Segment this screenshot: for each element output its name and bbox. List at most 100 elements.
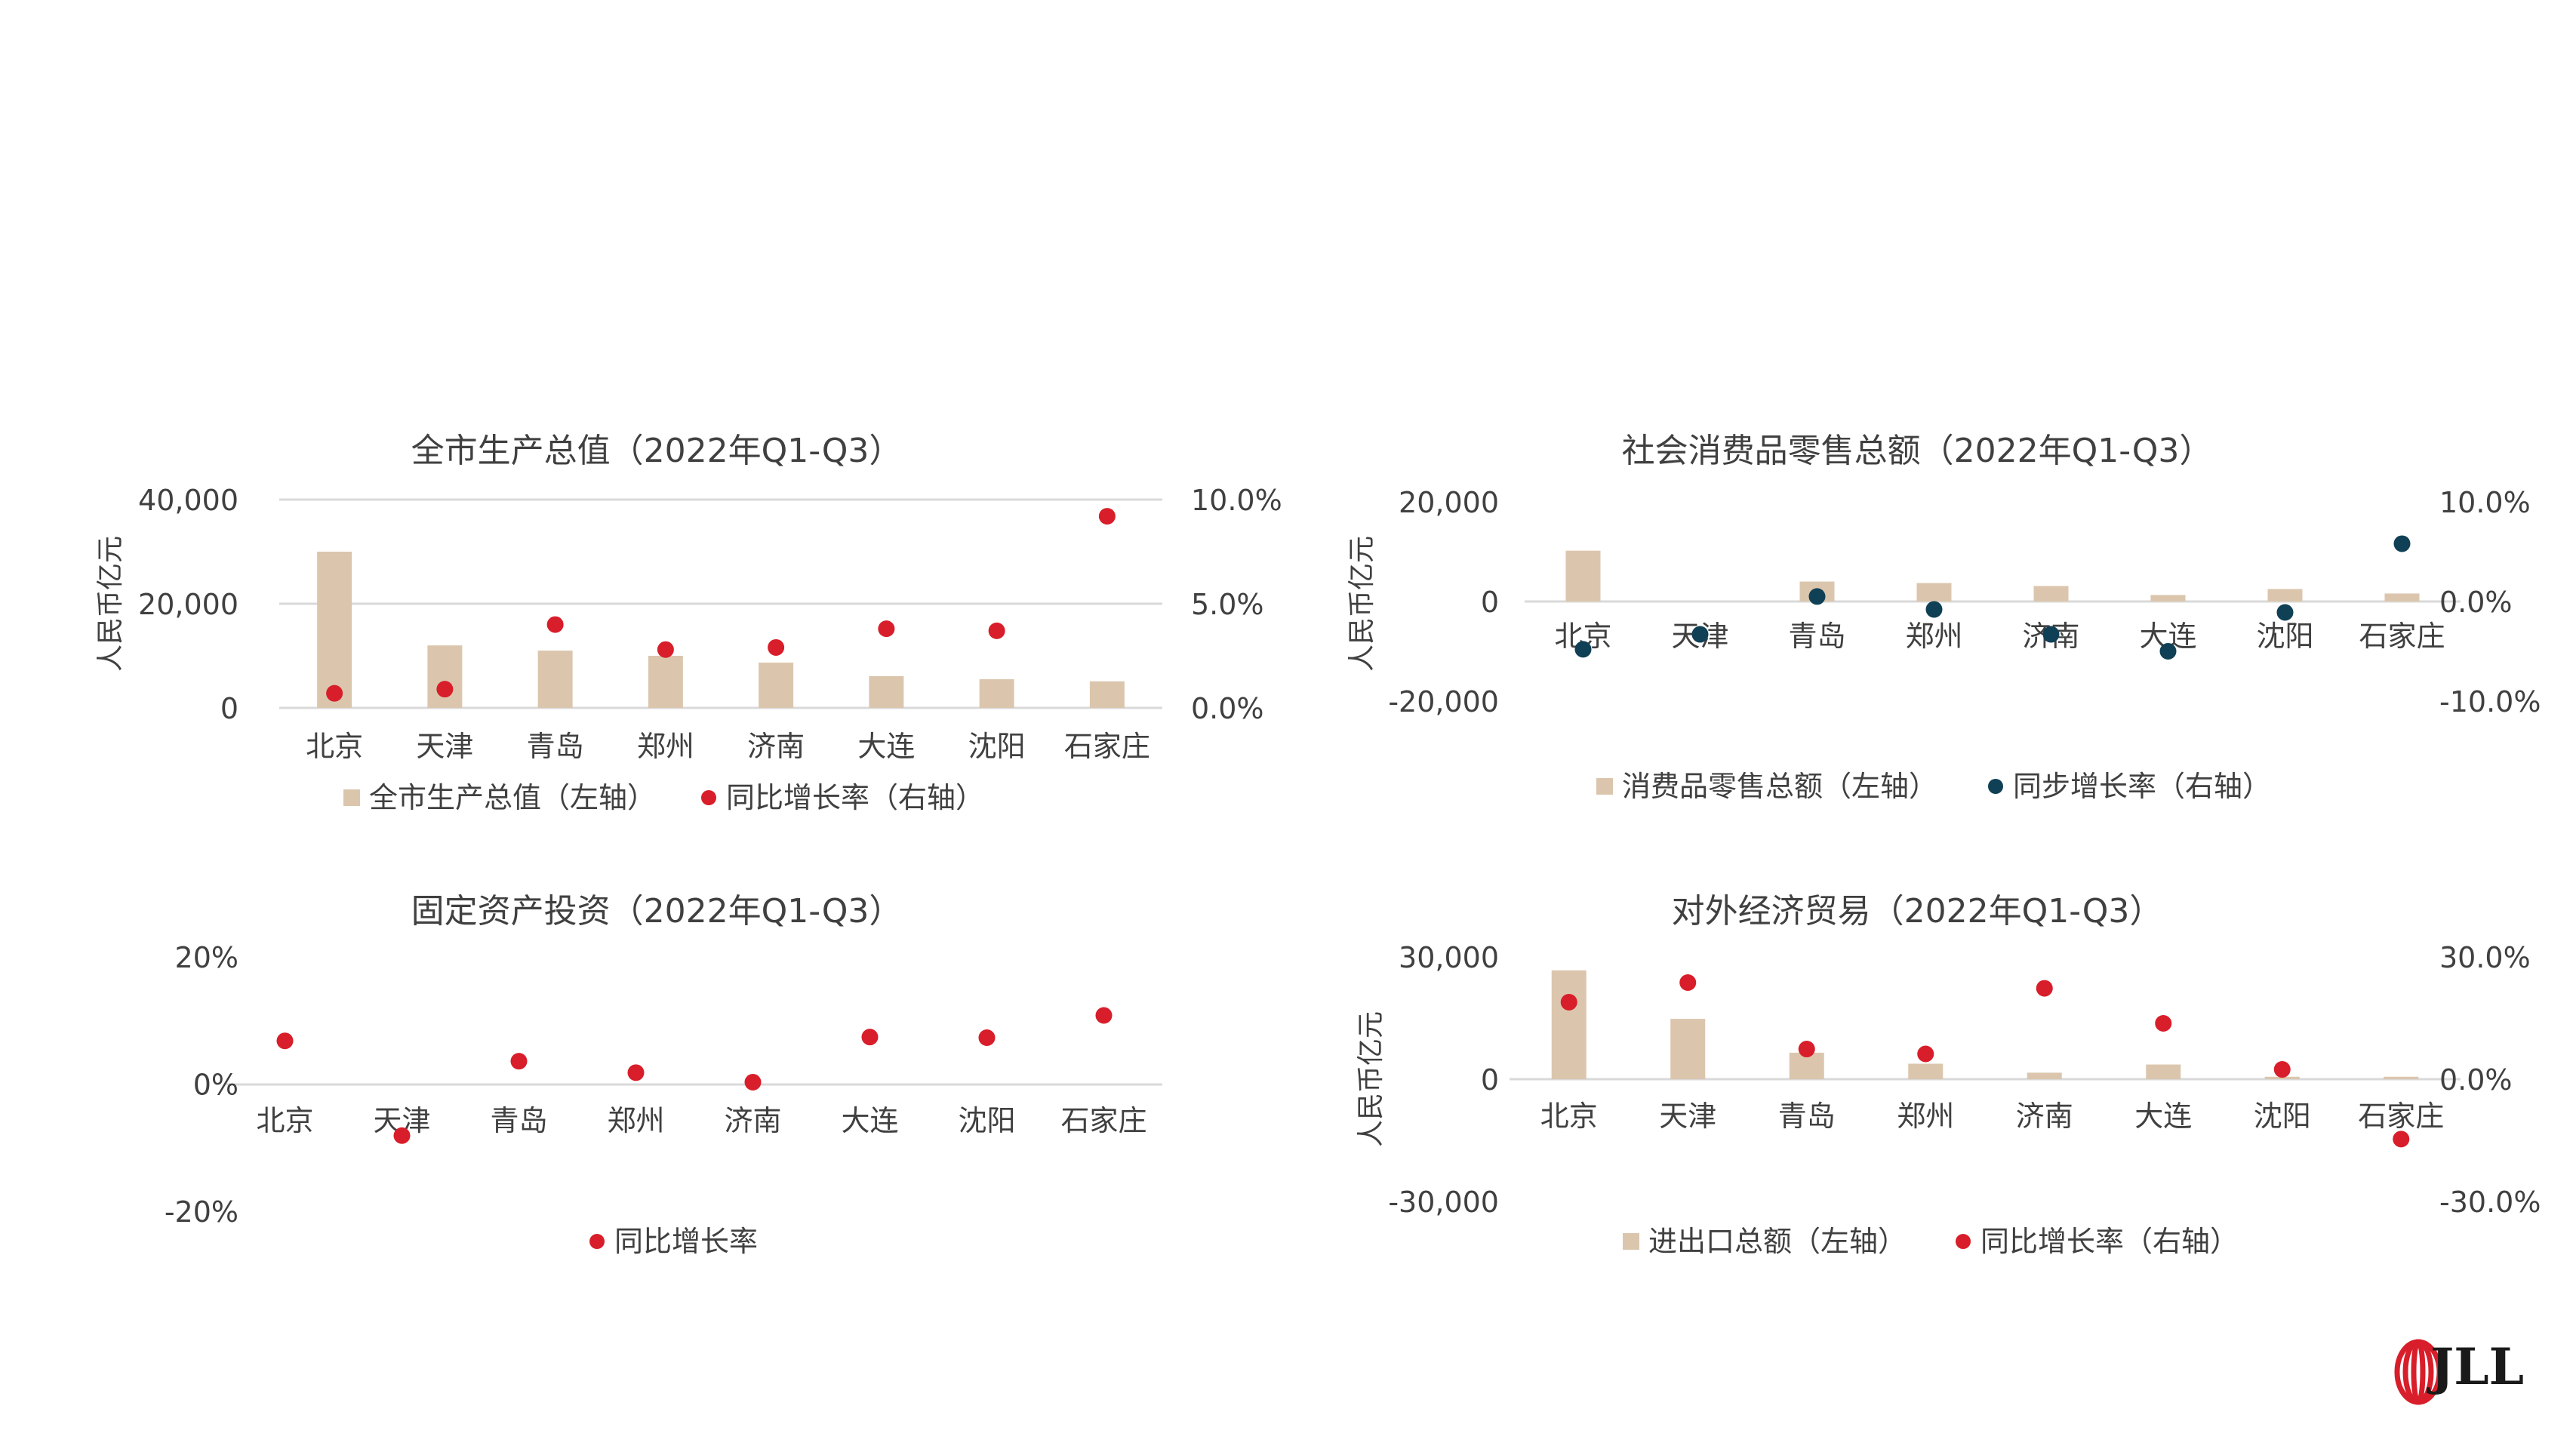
category-label: 天津 [1659, 1100, 1716, 1133]
bar-大连 [869, 675, 904, 708]
point-大连 [2159, 643, 2177, 660]
bar-天津 [1670, 1019, 1706, 1079]
y-axis-title: 人民币亿元 [95, 536, 126, 672]
y-tick-label: 30,000 [1399, 941, 1499, 974]
bar-大连 [2146, 1064, 2181, 1079]
y2-tick-label: 10.0% [2439, 486, 2531, 519]
category-label: 沈阳 [958, 1104, 1015, 1137]
point-天津 [436, 681, 454, 698]
category-label: 沈阳 [2254, 1100, 2311, 1133]
chart-fai: 固定资产投资（2022年Q1-Q3）-20%0%20%北京 天津 青岛 郑州 济南 大连沈… [165, 892, 1162, 1258]
legend-label: 全市生产总值（左轴） [369, 781, 656, 814]
point-郑州 [657, 641, 674, 658]
point-沈阳 [988, 622, 1005, 639]
point-石家庄 [1095, 1007, 1113, 1024]
point-天津 [393, 1127, 411, 1144]
chart-trade: 对外经济贸易（2022年Q1-Q3） -30,000 0 30,000 -30.0% 0.… [1356, 892, 2541, 1258]
y-tick-label: -20% [165, 1195, 239, 1229]
jll-logo-text: JLL [2430, 1337, 2525, 1396]
category-label: 青岛 [1788, 620, 1845, 653]
point-沈阳 [978, 1029, 996, 1046]
category-label: 郑州 [1905, 620, 1962, 653]
category-label: 沈阳 [968, 730, 1026, 763]
y2-tick-label: 30.0% [2439, 941, 2531, 974]
bar-北京 [317, 552, 352, 708]
point-北京 [276, 1032, 294, 1050]
category-label: 青岛 [490, 1104, 547, 1137]
point-青岛 [546, 616, 564, 633]
point-北京 [1574, 641, 1592, 658]
category-label: 沈阳 [2256, 620, 2313, 653]
chart-title: 对外经济贸易（2022年Q1-Q3） [1672, 892, 2163, 931]
legend-swatch [1596, 778, 1613, 795]
legend-label: 进出口总额（左轴） [1648, 1225, 1907, 1258]
chart-title: 社会消费品零售总额（2022年Q1-Q3） [1622, 432, 2213, 470]
bar-石家庄 [2384, 593, 2420, 601]
category-label: 石家庄 [1064, 730, 1150, 763]
point-天津 [1691, 626, 1709, 643]
category-label: 石家庄 [2359, 620, 2445, 653]
legend-swatch [589, 1234, 605, 1249]
category-label: 大连 [841, 1104, 898, 1137]
legend-label: 同比增长率（右轴） [726, 781, 984, 814]
category-label: 青岛 [527, 730, 584, 763]
legend-label: 消费品零售总额（左轴） [1622, 770, 1937, 803]
y2-tick-label: 0.0% [1191, 692, 1264, 725]
bar-沈阳 [2267, 589, 2303, 601]
point-石家庄 [1098, 508, 1116, 525]
bar-郑州 [1908, 1063, 1944, 1079]
category-label: 大连 [857, 730, 915, 763]
bar-天津 [427, 645, 463, 708]
legend-swatch [701, 790, 716, 805]
bar-石家庄 [1089, 681, 1125, 708]
y-tick-label: 0 [1481, 1063, 1499, 1097]
category-label: 北京 [306, 730, 363, 763]
category-label: 青岛 [1778, 1100, 1836, 1133]
y-tick-label: 0 [1481, 586, 1499, 619]
y2-tick-label: 10.0% [1191, 484, 1282, 517]
legend-label: 同比增长率 [614, 1225, 758, 1258]
point-郑州 [627, 1064, 645, 1081]
category-label: 北京 [1540, 1100, 1598, 1133]
y2-tick-label: 0.0% [2439, 586, 2513, 619]
bar-石家庄 [2384, 1076, 2419, 1079]
category-label: 郑州 [607, 1104, 664, 1137]
point-沈阳 [2276, 604, 2294, 621]
y2-tick-label: -30.0% [2439, 1186, 2541, 1219]
point-大连 [861, 1029, 879, 1046]
bar-北京 [1551, 970, 1587, 1079]
bar-济南 [759, 662, 794, 708]
point-沈阳 [2273, 1061, 2291, 1078]
bar-济南 [2027, 1072, 2062, 1079]
bar-济南 [2033, 586, 2069, 601]
category-label: 石家庄 [2358, 1100, 2444, 1133]
point-青岛 [510, 1053, 528, 1070]
y-tick-label: 40,000 [138, 484, 239, 517]
y-tick-label: 20,000 [1399, 486, 1499, 519]
point-郑州 [1925, 601, 1943, 618]
category-label: 郑州 [637, 730, 694, 763]
chart-title: 固定资产投资（2022年Q1-Q3） [411, 892, 903, 931]
category-label: 郑州 [1897, 1100, 1954, 1133]
legend-swatch [343, 789, 360, 806]
point-济南 [744, 1073, 762, 1091]
category-label: 北京 [256, 1104, 313, 1137]
chart-retail: 社会消费品零售总额（2022年Q1-Q3） -20,000 0 20,000 -10.0… [1346, 432, 2541, 803]
y-tick-label: 0% [193, 1069, 239, 1102]
y2-tick-label: 5.0% [1191, 588, 1264, 621]
point-天津 [1679, 974, 1697, 992]
category-label: 石家庄 [1060, 1104, 1146, 1137]
point-青岛 [1798, 1041, 1815, 1058]
point-北京 [326, 684, 343, 702]
point-石家庄 [2393, 1131, 2410, 1148]
legend-swatch [1988, 779, 2003, 794]
bar-郑州 [648, 656, 683, 708]
bar-沈阳 [2264, 1076, 2300, 1079]
jll-ribbon-logo-icon [2394, 1339, 2442, 1405]
y-axis-title: 人民币亿元 [1356, 1011, 1386, 1147]
point-郑州 [1917, 1045, 1934, 1063]
y2-tick-label: -10.0% [2439, 685, 2541, 718]
bar-青岛 [537, 651, 573, 708]
